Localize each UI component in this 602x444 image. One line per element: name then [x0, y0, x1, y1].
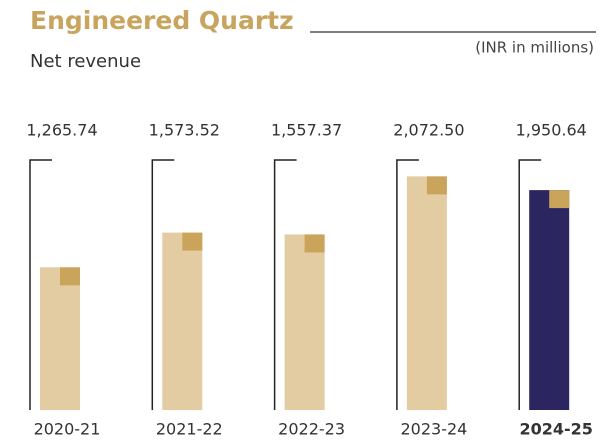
bar: [529, 190, 570, 410]
bar: [162, 232, 203, 410]
bracket: [29, 159, 52, 410]
bar-accent: [60, 267, 80, 286]
bracket: [151, 159, 175, 410]
value-label: 1,265.74: [26, 121, 97, 140]
bar-accent: [304, 234, 325, 253]
value-label: 1,557.37: [271, 121, 342, 140]
bracket: [396, 159, 419, 410]
bar-accent: [549, 190, 570, 209]
x-tick-label: 2020-21: [34, 420, 101, 439]
bar-accent: [182, 232, 203, 251]
value-label: 1,573.52: [149, 121, 220, 140]
bracket: [273, 159, 297, 410]
value-label: 1,950.64: [516, 121, 587, 140]
value-label: 2,072.50: [393, 121, 464, 140]
chart-title: Engineered Quartz: [30, 6, 294, 35]
x-tick-label: 2021-22: [156, 420, 223, 439]
bar-accent: [426, 176, 447, 195]
x-tick-label: 2023-24: [400, 420, 467, 439]
x-tick-label: 2022-23: [278, 420, 345, 439]
unit-label: (INR in millions): [475, 39, 594, 57]
bar: [284, 234, 325, 410]
chart-subtitle: Net revenue: [30, 51, 141, 72]
x-tick-label: 2024-25: [519, 420, 592, 439]
bar: [406, 176, 447, 410]
bar: [40, 267, 80, 410]
bracket: [518, 159, 542, 410]
